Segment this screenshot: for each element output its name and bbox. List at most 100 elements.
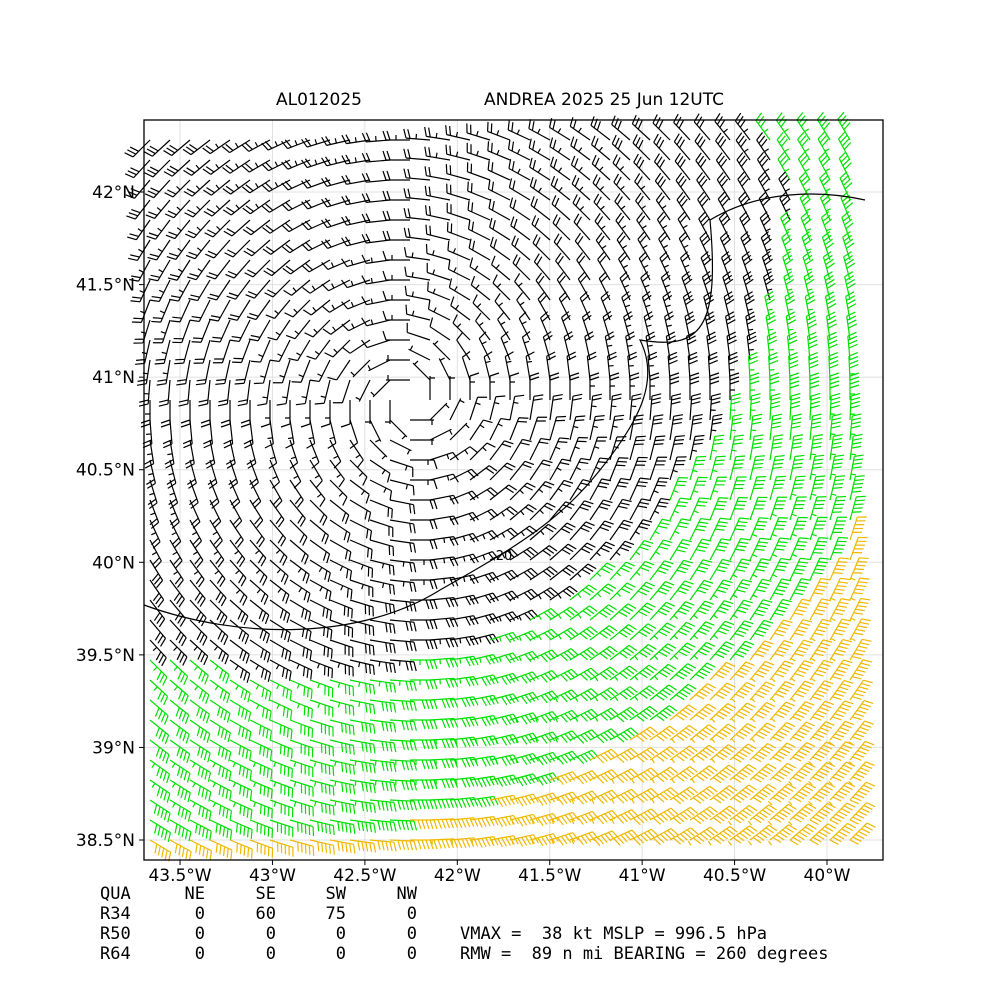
wind-barb [169,499,180,529]
wind-barb [749,517,769,541]
wind-barb [809,434,824,461]
wind-barb [589,520,614,541]
wind-barb [429,798,458,809]
wind-barb [178,379,191,407]
wind-barb [741,251,753,281]
wind-barb [386,375,410,381]
wind-barb [340,400,351,428]
wind-barb [535,272,551,301]
wind-barb [169,699,190,725]
wind-barb [687,826,718,846]
wind-barb [149,679,169,706]
title-left: AL012025 [276,90,362,110]
wind-barb [749,742,777,763]
table-cell: 0 [266,924,276,944]
wind-barb [789,823,817,846]
wind-barb [804,291,816,321]
wind-barb [349,419,359,449]
wind-barb [249,719,273,741]
wind-barb [709,579,733,601]
wind-barb [257,379,271,407]
wind-barb [569,521,595,541]
wind-barb [673,133,691,161]
wind-barb [183,159,211,176]
wind-barb [127,219,151,241]
wind-barb [609,809,639,824]
wind-barb [704,311,716,341]
wind-barb [487,141,511,161]
wind-barb [709,744,737,763]
wind-barb [643,311,654,341]
wind-barb [727,804,758,826]
wind-barb [369,679,397,693]
wind-barb [228,459,239,489]
wind-barb [640,271,651,301]
wind-barb [509,712,539,725]
wind-barb [629,664,658,681]
wind-barb [658,231,671,261]
wind-barb [309,539,331,564]
wind-barb [225,259,251,279]
wind-barb [829,822,857,845]
wind-barb [689,372,700,400]
wind-barb [609,727,639,743]
wind-barb [262,239,291,255]
wind-barb [529,587,559,601]
table-header: NE [185,884,205,904]
wind-barb [140,400,151,428]
y-tick-label: 39.5°N [76,646,135,666]
wind-barb [592,174,611,201]
wind-barb [714,113,731,141]
wind-barb [829,577,850,601]
wind-barb [289,779,314,797]
wind-barb [124,139,151,158]
wind-barb [602,311,613,341]
wind-barb [769,496,788,521]
wind-barb [195,359,211,386]
wind-barb [689,744,718,764]
wind-barb [789,742,816,762]
wind-barb [589,625,618,641]
wind-barb [789,496,807,521]
wind-barb [289,739,314,758]
wind-barb [521,331,531,361]
wind-barb [149,759,171,784]
wind-barb [309,679,334,698]
wind-barb [289,519,308,546]
table-cell: 0 [336,944,346,964]
wind-barb [849,495,866,521]
wind-barb [589,393,603,421]
wind-barb [189,579,206,607]
wind-barb [829,372,840,400]
wind-barb [389,759,418,771]
wind-barb [289,559,310,584]
wind-barb [203,199,231,217]
wind-barb [591,135,611,161]
wind-barb [769,762,797,783]
wind-barb [327,419,337,449]
wind-barb [370,379,391,398]
wind-barb [446,222,471,241]
wind-barb [489,417,511,441]
wind-barb [509,504,537,521]
wind-barb [789,660,814,682]
wind-barb [629,705,658,722]
wind-barb [589,372,600,400]
wind-barb [649,807,679,825]
wind-barb [309,819,335,836]
wind-barb [389,619,417,632]
wind-barb [734,112,751,141]
wind-barb [849,433,863,461]
wind-barb [448,278,471,301]
wind-barb [709,393,721,421]
wind-barb [669,435,685,461]
wind-barb [548,118,571,141]
wind-barb [349,639,375,656]
wind-barb [410,419,434,425]
x-tick-label: 43.5°W [148,866,211,886]
wind-barb [382,230,410,241]
wind-barb [144,159,171,178]
wind-barb [429,737,459,749]
wind-barb [389,839,418,851]
wind-barb [609,414,625,441]
